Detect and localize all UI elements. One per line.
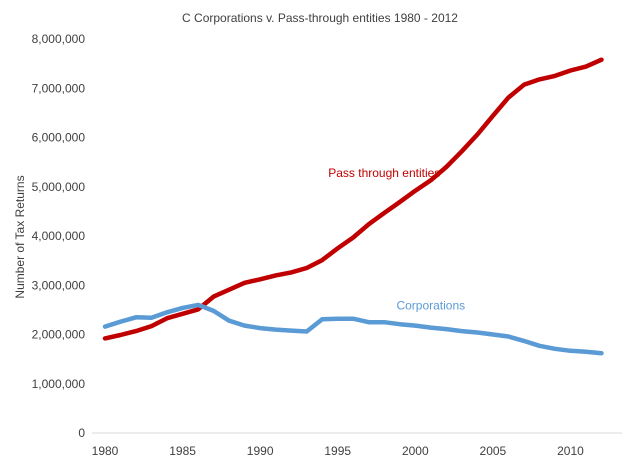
pass-through-entities-label: Pass through entities <box>328 166 440 180</box>
y-tick-label: 6,000,000 <box>32 131 86 145</box>
chart-title: C Corporations v. Pass-through entities … <box>182 11 458 25</box>
x-tick-label: 1980 <box>92 444 119 458</box>
pass-through-entities-line <box>102 57 604 341</box>
x-tick-label: 1985 <box>169 444 196 458</box>
x-tick-labels: 1980 1985 1990 1995 2000 2005 2010 <box>92 444 584 458</box>
y-tick-label: 8,000,000 <box>32 32 86 46</box>
corporations-label: Corporations <box>396 298 465 312</box>
series-layer <box>102 57 604 356</box>
series-labels: Pass through entities Corporations <box>328 166 465 312</box>
y-tick-label: 5,000,000 <box>32 180 86 194</box>
x-tick-label: 1990 <box>247 444 274 458</box>
x-tick-label: 1995 <box>324 444 351 458</box>
y-axis-label: Number of Tax Returns <box>13 175 27 298</box>
y-tick-label: 2,000,000 <box>32 328 86 342</box>
corporations-line <box>102 302 604 356</box>
x-tick-label: 2005 <box>480 444 507 458</box>
x-tick-label: 2010 <box>557 444 584 458</box>
y-tick-label: 0 <box>78 426 85 440</box>
y-tick-label: 1,000,000 <box>32 377 86 391</box>
x-tick-label: 2000 <box>402 444 429 458</box>
y-tick-label: 7,000,000 <box>32 81 86 95</box>
y-tick-label: 4,000,000 <box>32 229 86 243</box>
y-tick-label: 3,000,000 <box>32 278 86 292</box>
y-tick-labels: 0 1,000,000 2,000,000 3,000,000 4,000,000 5,0… <box>32 32 86 440</box>
